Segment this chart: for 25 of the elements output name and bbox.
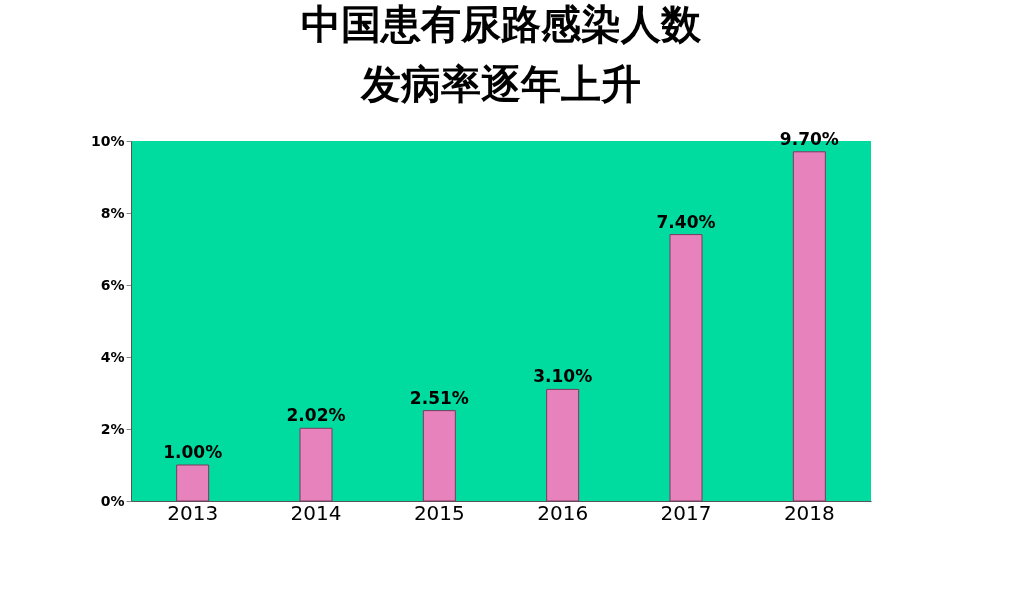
data-label: 2.02% — [286, 405, 346, 426]
bar — [176, 464, 210, 502]
y-tick-label: 2% — [100, 420, 125, 437]
y-tick-label: 8% — [100, 204, 125, 221]
x-tick-label: 2014 — [290, 500, 342, 525]
x-tick-label: 2018 — [783, 500, 835, 525]
x-tick-label: 2015 — [413, 500, 465, 525]
x-tick-label: 2017 — [660, 500, 712, 525]
data-label: 1.00% — [163, 442, 223, 462]
data-label: 7.40% — [656, 211, 716, 232]
x-tick-label: 2016 — [537, 500, 589, 525]
chart-subtitle: 发病率逐年上升 — [360, 60, 641, 107]
bar — [299, 427, 333, 502]
data-label: 3.10% — [533, 366, 593, 387]
bar — [669, 234, 703, 502]
y-tick-label: 6% — [100, 276, 125, 293]
y-tick-label: 10% — [90, 132, 125, 149]
y-tick-label: 0% — [100, 492, 125, 509]
bar — [546, 388, 580, 502]
bar — [422, 410, 456, 502]
x-tick-label: 2013 — [167, 500, 219, 525]
chart-title: 中国患有尿路感染人数 — [301, 0, 702, 47]
bar — [792, 151, 826, 502]
y-tick-label: 4% — [100, 348, 125, 365]
data-label: 2.51% — [409, 387, 469, 408]
